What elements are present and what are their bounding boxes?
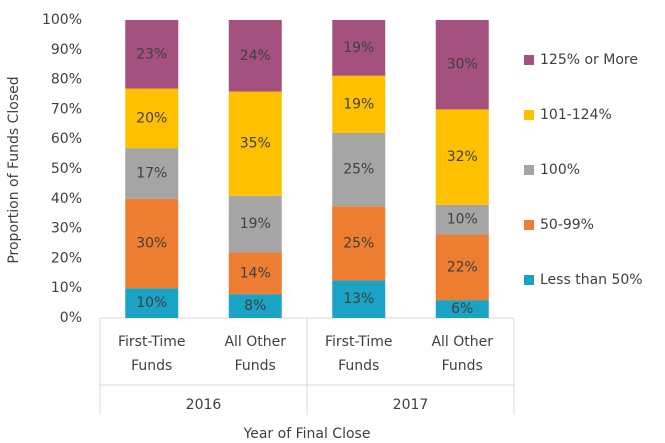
bar-segment [332, 132, 386, 207]
data-label: 32% [447, 149, 478, 165]
data-label: 20% [136, 110, 167, 126]
bar-segment [228, 294, 282, 318]
y-tick-label: 40% [51, 191, 82, 207]
x-tick-label: First-Time Funds [118, 334, 186, 374]
data-label: 23% [136, 46, 167, 62]
y-tick-label: 10% [51, 280, 82, 296]
bar-segment [125, 20, 179, 89]
data-label: 10% [136, 295, 167, 311]
data-label: 19% [343, 96, 374, 112]
y-tick-label: 90% [51, 42, 82, 58]
legend-swatch [524, 165, 534, 175]
x-tick-label: First-Time Funds [325, 334, 393, 374]
bar-segment [332, 206, 386, 281]
group-label: 2017 [393, 397, 429, 413]
bar-segment [332, 280, 386, 318]
bar-segment [435, 20, 489, 110]
legend-swatch [524, 220, 534, 230]
y-tick-label: 0% [60, 310, 82, 326]
group-label: 2016 [186, 397, 222, 413]
data-label: 25% [343, 162, 374, 178]
x-tick-label: All Other Funds [224, 334, 287, 374]
bar-segment [228, 91, 282, 196]
bar-segment [435, 234, 489, 301]
data-label: 17% [136, 165, 167, 181]
bar-segment [435, 300, 489, 318]
y-axis-title: Proportion of Funds Closed [6, 76, 22, 263]
bar-segment [228, 195, 282, 253]
bar-segment [125, 288, 179, 318]
data-label: 13% [343, 291, 374, 307]
data-label: 19% [240, 216, 271, 232]
data-label: 25% [343, 235, 374, 251]
data-label: 22% [447, 259, 478, 275]
y-tick-label: 80% [51, 72, 82, 88]
legend-label: 125% or More [540, 52, 638, 68]
data-label: 30% [447, 57, 478, 73]
bar-segment [435, 204, 489, 235]
legend-swatch [524, 110, 534, 120]
legend-label: 101-124% [540, 107, 612, 123]
bar-segment [125, 88, 179, 149]
legend-label: 100% [540, 162, 580, 178]
data-label: 10% [447, 212, 478, 228]
bar-segment [228, 252, 282, 295]
legend-swatch [524, 55, 534, 65]
legend-label: Less than 50% [540, 272, 643, 288]
data-label: 6% [451, 301, 473, 317]
y-tick-label: 100% [42, 12, 82, 28]
y-tick-label: 20% [51, 250, 82, 266]
bar-segment [125, 198, 179, 289]
legend-swatch [524, 275, 534, 285]
data-label: 19% [343, 40, 374, 56]
y-tick-label: 30% [51, 221, 82, 237]
x-axis-title: Year of Final Close [243, 426, 371, 442]
bar-segment [435, 109, 489, 205]
bar-segment [228, 20, 282, 92]
data-label: 24% [240, 48, 271, 64]
y-tick-label: 70% [51, 101, 82, 117]
bar-segment [332, 75, 386, 133]
bar-segment [332, 20, 386, 76]
data-label: 8% [244, 298, 266, 314]
y-tick-label: 60% [51, 131, 82, 147]
bar-segment [125, 148, 179, 199]
legend-label: 50-99% [540, 217, 594, 233]
data-label: 14% [240, 265, 271, 281]
data-label: 35% [240, 136, 271, 152]
data-label: 30% [136, 236, 167, 252]
y-tick-label: 50% [51, 161, 82, 177]
x-tick-label: All Other Funds [431, 334, 494, 374]
